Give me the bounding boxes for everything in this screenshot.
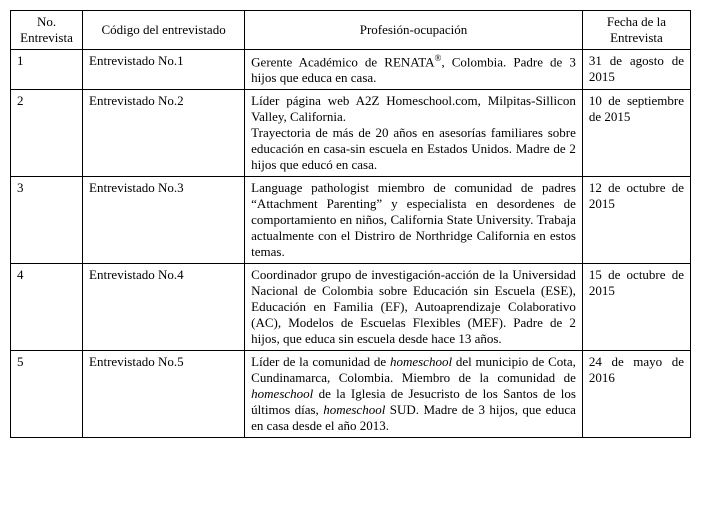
cell-no: 5: [11, 351, 83, 438]
cell-fecha: 31 de agosto de 2015: [582, 50, 690, 90]
cell-fecha: 10 de septiembre de 2015: [582, 90, 690, 177]
cell-fecha: 24 de mayo de 2016: [582, 351, 690, 438]
cell-codigo: Entrevistado No.4: [83, 264, 245, 351]
cell-fecha: 12 de octubre de 2015: [582, 177, 690, 264]
table-row: 1 Entrevistado No.1 Gerente Académico de…: [11, 50, 691, 90]
table-body: 1 Entrevistado No.1 Gerente Académico de…: [11, 50, 691, 438]
interview-table: No. Entrevista Código del entrevistado P…: [10, 10, 691, 438]
cell-codigo: Entrevistado No.5: [83, 351, 245, 438]
cell-no: 4: [11, 264, 83, 351]
col-header-no: No. Entrevista: [11, 11, 83, 50]
table-row: 4 Entrevistado No.4 Coordinador grupo de…: [11, 264, 691, 351]
col-header-profesion: Profesión-ocupación: [245, 11, 583, 50]
cell-profesion: Líder de la comunidad de homeschool del …: [245, 351, 583, 438]
cell-no: 2: [11, 90, 83, 177]
cell-codigo: Entrevistado No.3: [83, 177, 245, 264]
table-header-row: No. Entrevista Código del entrevistado P…: [11, 11, 691, 50]
cell-codigo: Entrevistado No.2: [83, 90, 245, 177]
cell-profesion: Gerente Académico de RENATA®, Colombia. …: [245, 50, 583, 90]
col-header-fecha: Fecha de la Entrevista: [582, 11, 690, 50]
cell-no: 1: [11, 50, 83, 90]
cell-codigo: Entrevistado No.1: [83, 50, 245, 90]
table-row: 3 Entrevistado No.3 Language pathologist…: [11, 177, 691, 264]
cell-profesion: Coordinador grupo de investigación-acció…: [245, 264, 583, 351]
col-header-codigo: Código del entrevistado: [83, 11, 245, 50]
cell-profesion: Language pathologist miembro de comunida…: [245, 177, 583, 264]
table-row: 2 Entrevistado No.2 Líder página web A2Z…: [11, 90, 691, 177]
cell-fecha: 15 de octubre de 2015: [582, 264, 690, 351]
cell-no: 3: [11, 177, 83, 264]
table-row: 5 Entrevistado No.5 Líder de la comunida…: [11, 351, 691, 438]
cell-profesion: Líder página web A2Z Homeschool.com, Mil…: [245, 90, 583, 177]
